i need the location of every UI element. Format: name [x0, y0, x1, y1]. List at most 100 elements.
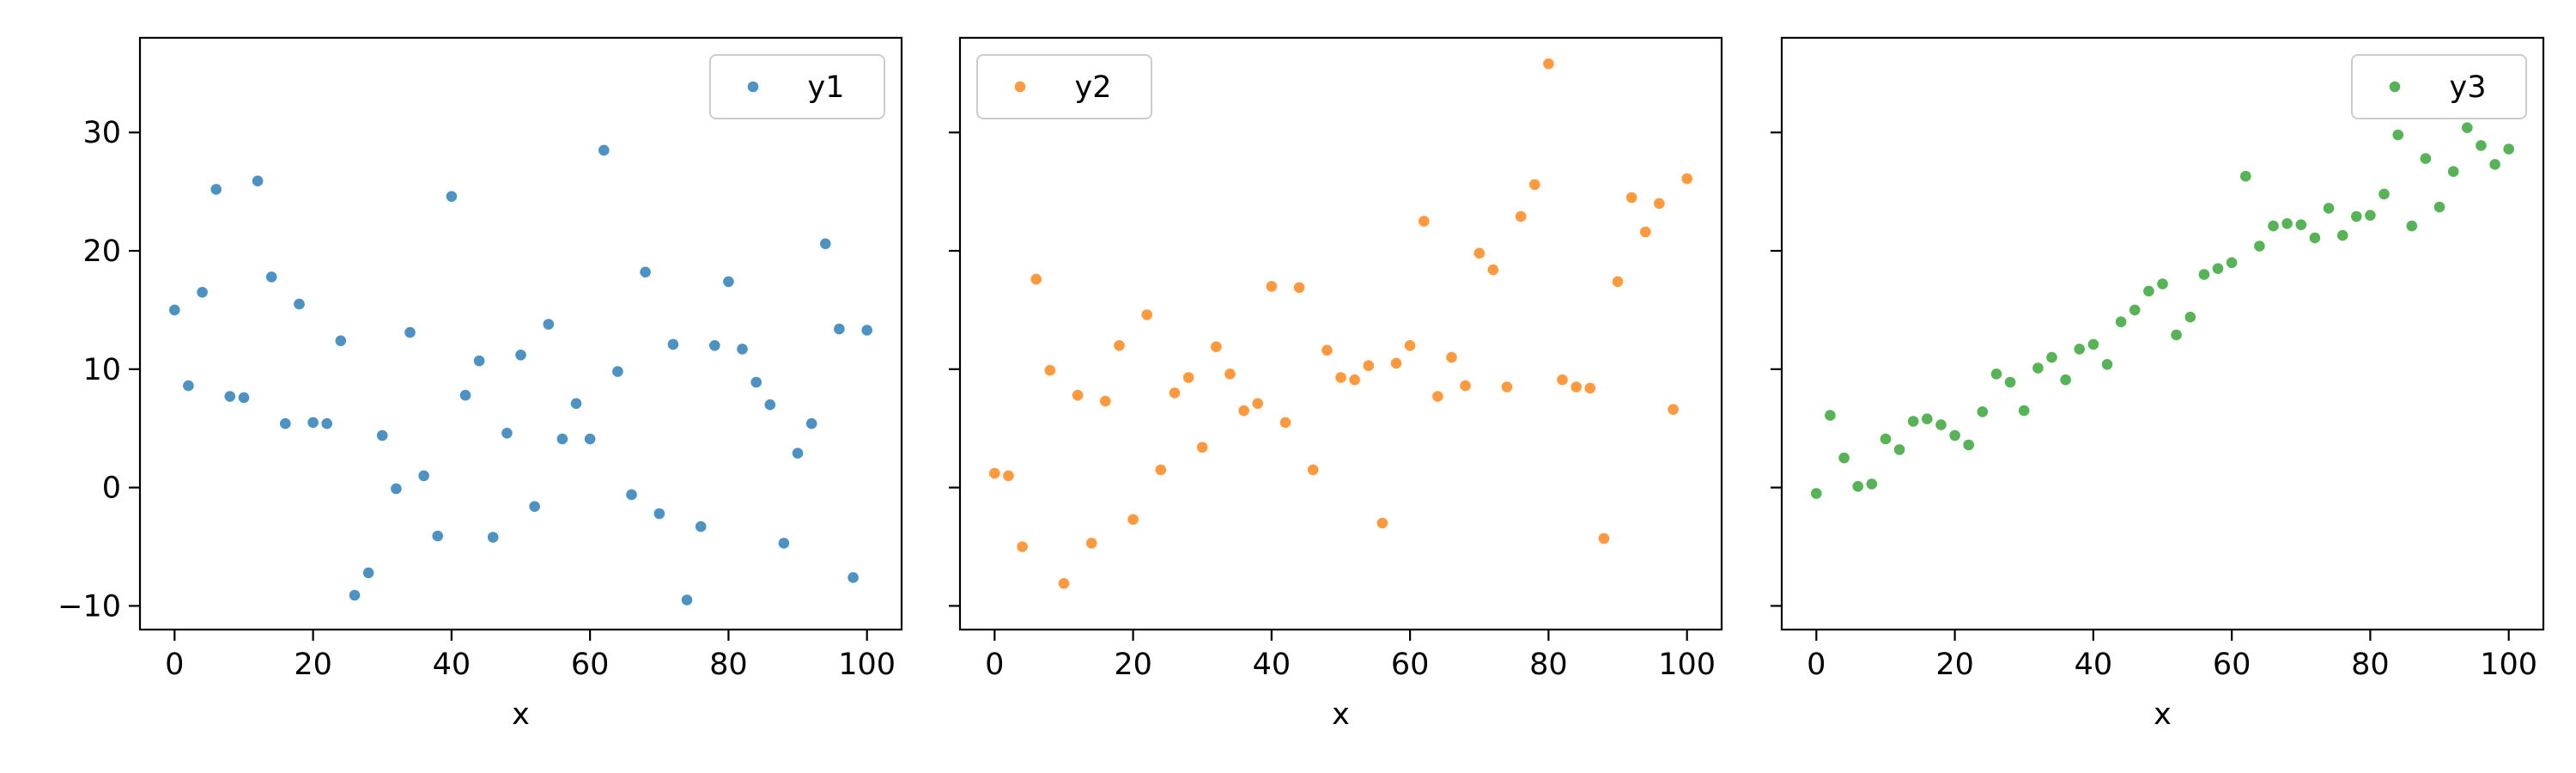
data-point [1419, 216, 1430, 227]
data-point [307, 417, 319, 429]
data-point [252, 175, 264, 186]
data-point [2420, 153, 2432, 164]
plot-frame [1780, 36, 2545, 631]
data-point [2018, 405, 2030, 417]
data-point [459, 389, 471, 401]
data-point [2171, 329, 2182, 341]
data-point [834, 323, 845, 335]
data-point [584, 433, 596, 445]
data-point [1446, 351, 1457, 363]
plot-frame [958, 36, 1723, 631]
data-point [391, 483, 402, 495]
data-point [1668, 404, 1679, 416]
data-point [1838, 452, 1850, 464]
data-point [2351, 210, 2362, 222]
data-point [1017, 541, 1028, 552]
data-point [2447, 166, 2459, 177]
series-y2 [989, 58, 1692, 589]
data-point [2268, 220, 2279, 232]
data-point [1557, 374, 1568, 386]
data-point [1963, 439, 1974, 451]
legend-frame [709, 54, 885, 119]
x-axis-label: x [2154, 697, 2172, 732]
data-point [2295, 219, 2307, 230]
data-point [2323, 203, 2335, 214]
x-tick-label: 40 [2075, 648, 2113, 682]
data-point [2032, 362, 2044, 374]
data-point [1169, 387, 1181, 399]
data-point [2379, 188, 2390, 200]
data-point [543, 319, 555, 330]
data-point [210, 184, 222, 195]
chart-panel-2: 0 20 40 60 80 100 x y2 [949, 36, 1723, 732]
data-point [2406, 220, 2418, 232]
plot-frame [138, 36, 903, 631]
data-point [1529, 179, 1540, 191]
data-point [1487, 264, 1499, 276]
data-point [1141, 309, 1152, 320]
legend: y2 [976, 54, 1152, 119]
data-point [1612, 276, 1624, 288]
x-axis-label: x [512, 697, 530, 732]
data-point [1238, 405, 1249, 417]
legend: y1 [709, 54, 885, 119]
data-point [653, 508, 665, 520]
data-point [2198, 269, 2210, 280]
data-point [612, 366, 623, 377]
data-point [1907, 416, 1919, 427]
data-point [1432, 391, 1443, 402]
x-tick-label: 60 [1391, 648, 1430, 682]
data-point [1990, 368, 2002, 380]
data-point [598, 144, 610, 156]
data-point [446, 191, 458, 202]
data-point [2184, 311, 2196, 323]
data-point [1085, 538, 1097, 549]
data-point [2433, 201, 2445, 213]
data-point [1922, 413, 1933, 425]
data-point [418, 470, 429, 482]
data-point [1543, 58, 1554, 70]
data-point [695, 520, 707, 533]
data-point [2046, 351, 2057, 363]
data-point [1307, 464, 1319, 476]
data-point [1880, 433, 1892, 445]
data-point [2309, 232, 2321, 244]
data-point [2101, 359, 2113, 370]
data-point [197, 287, 208, 298]
data-point [2074, 344, 2085, 355]
data-point [640, 266, 651, 278]
legend-label: y1 [808, 70, 845, 105]
data-point [1893, 444, 1905, 455]
x-tick-label: 100 [2480, 648, 2537, 682]
data-point [2392, 129, 2403, 141]
data-point [1460, 380, 1471, 392]
x-tick-label: 100 [1658, 648, 1716, 682]
data-point [2503, 143, 2514, 155]
data-point [501, 428, 513, 439]
data-point [1211, 341, 1222, 353]
data-point [750, 376, 762, 388]
data-point [2254, 240, 2265, 252]
data-point [2476, 140, 2487, 151]
data-point [2240, 170, 2251, 182]
y-tick-label: 20 [82, 234, 121, 269]
data-point [556, 433, 568, 445]
data-point [529, 501, 540, 512]
data-point [432, 530, 443, 542]
legend-marker [747, 81, 759, 93]
data-point [1376, 517, 1388, 529]
data-point [2004, 376, 2016, 388]
data-point [1363, 360, 1375, 372]
data-point [321, 417, 333, 429]
data-point [1515, 210, 1527, 222]
data-point [335, 335, 347, 347]
data-point [2489, 159, 2500, 170]
data-point [626, 489, 637, 501]
x-tick-label: 40 [433, 648, 471, 682]
chart-panel-1: 0 20 40 60 80 100 −10 0 10 20 30 x y1 [58, 36, 903, 732]
data-point [1293, 282, 1305, 294]
data-point [1030, 273, 1042, 285]
data-point [764, 399, 776, 411]
data-point [2087, 338, 2099, 350]
x-tick-label: 60 [2213, 648, 2251, 682]
